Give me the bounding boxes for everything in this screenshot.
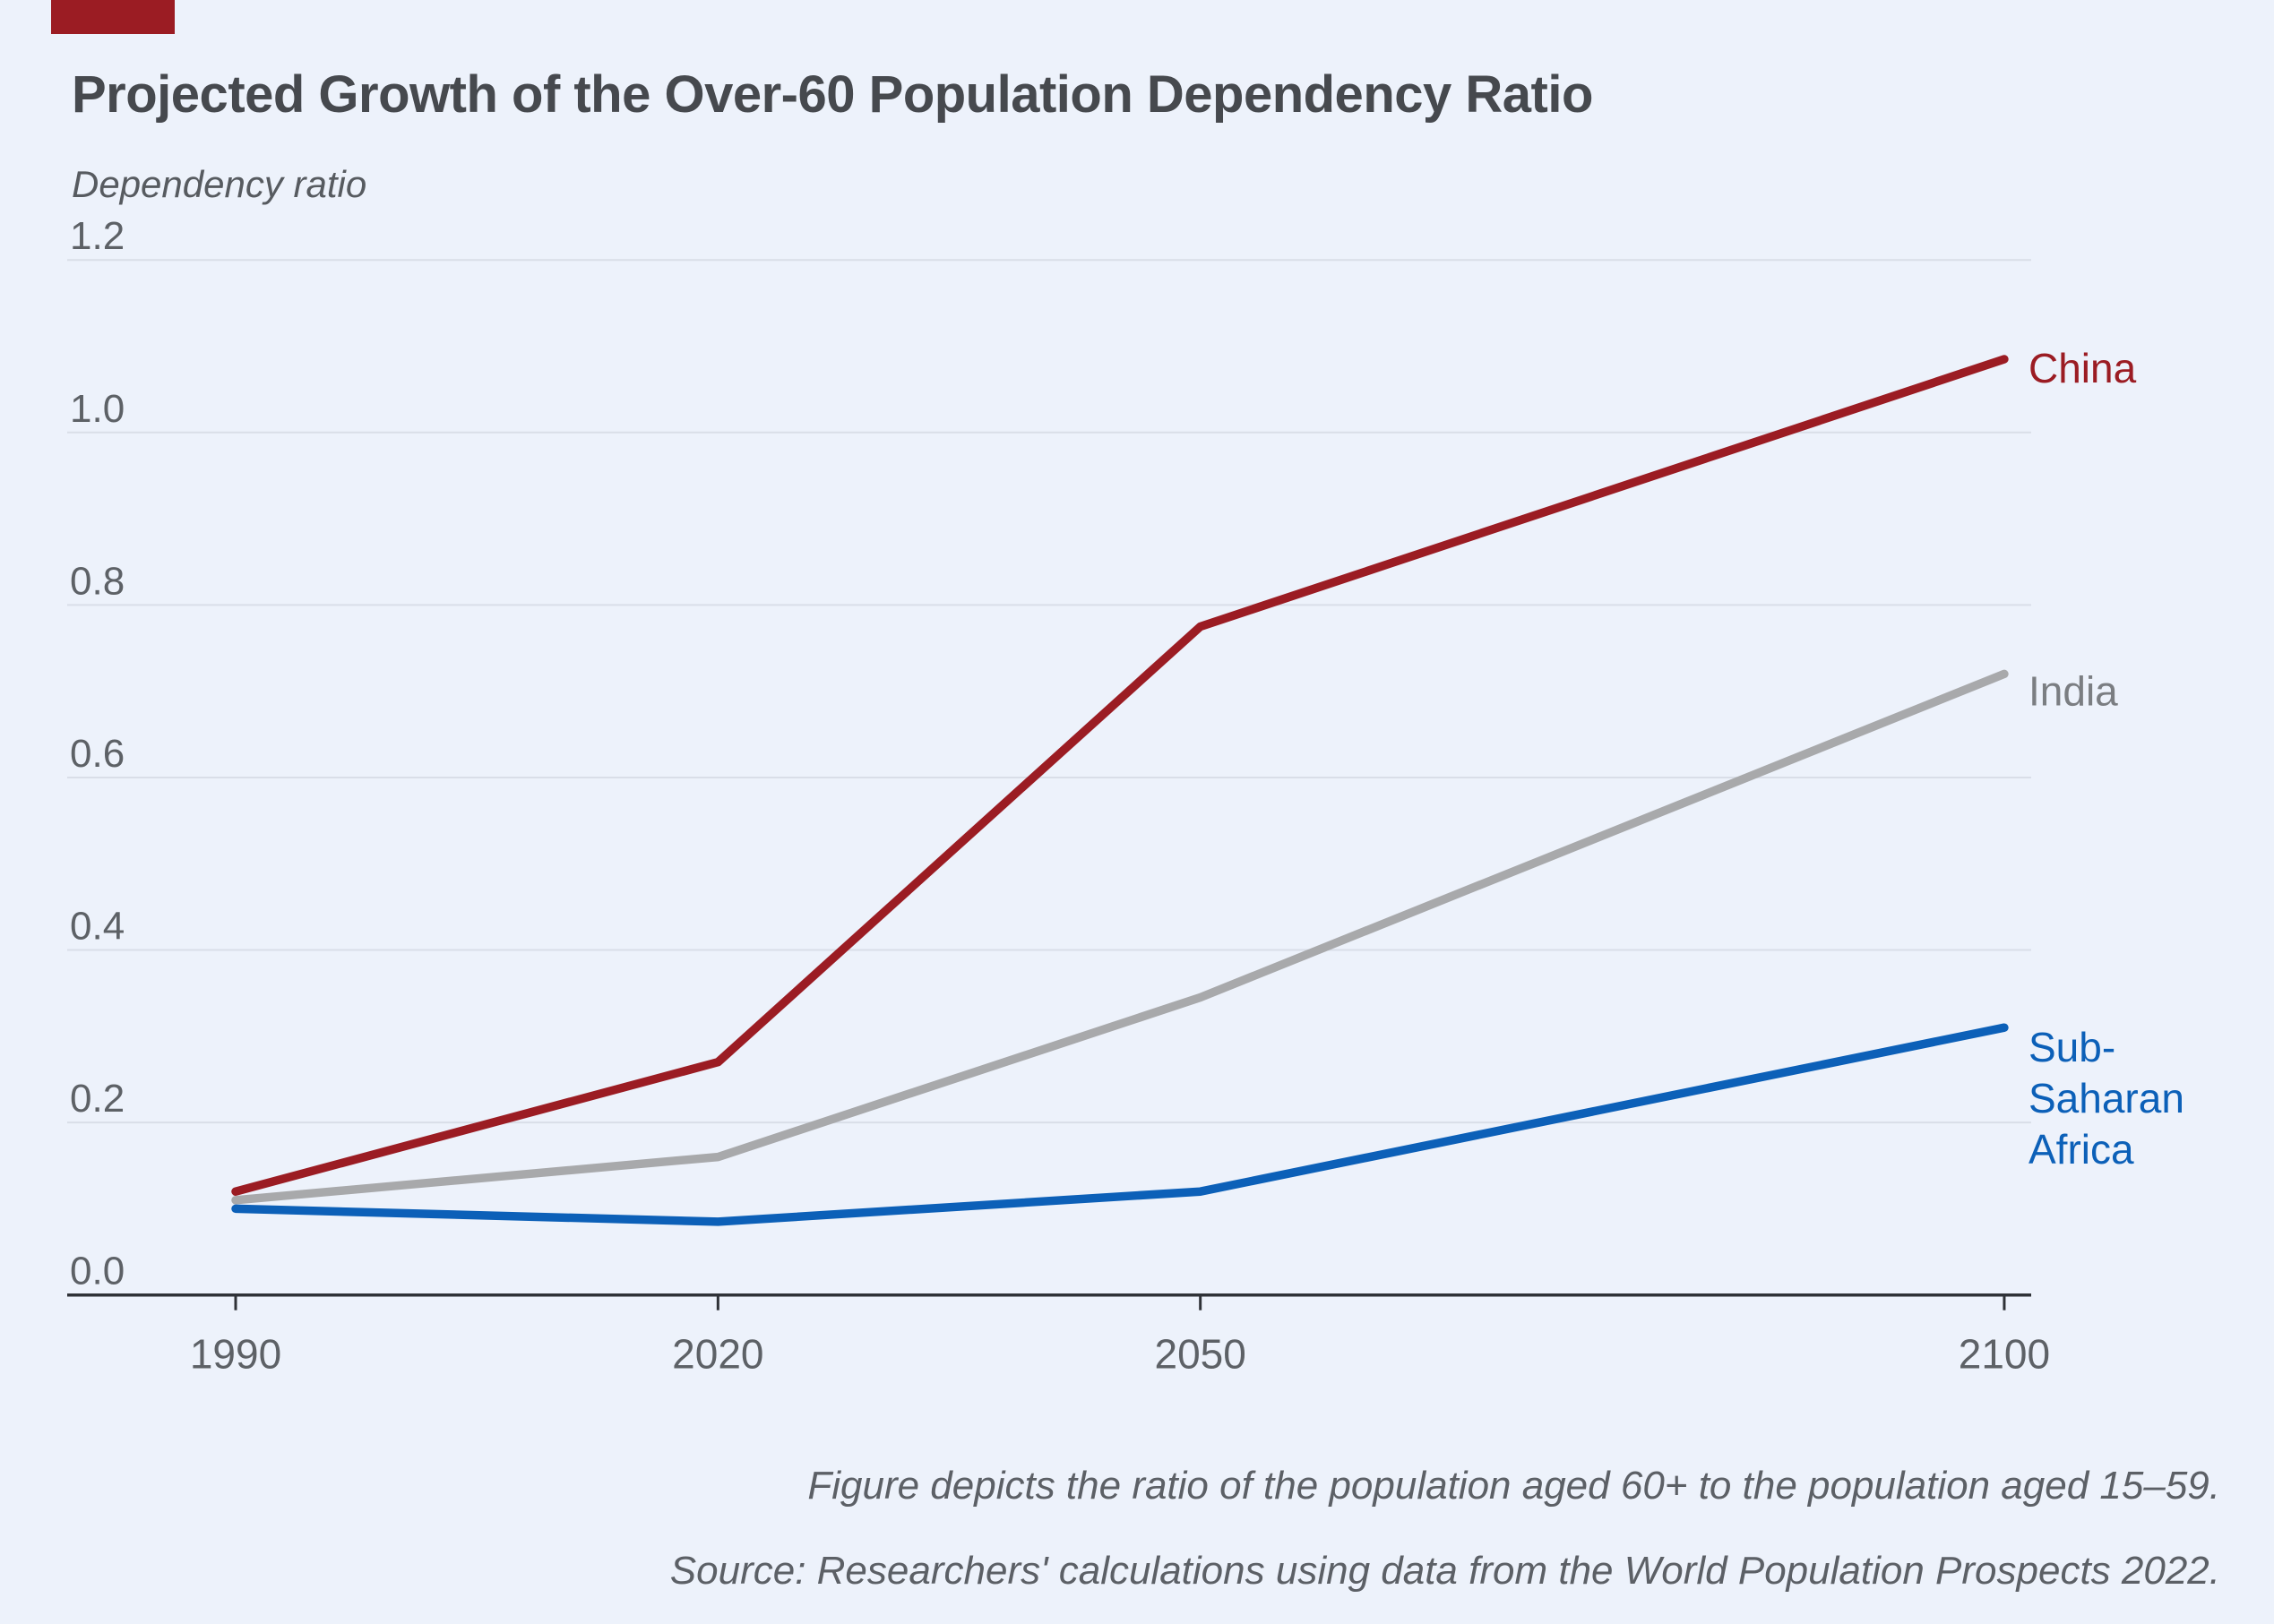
y-tick-label-0.6: 0.6: [70, 732, 125, 776]
x-tick-label-1990: 1990: [190, 1331, 281, 1378]
series-label-sub-saharan-africa-0: Sub-: [2029, 1024, 2115, 1070]
series-label-india-0: India: [2029, 667, 2118, 714]
accent-bar: [51, 0, 175, 34]
y-tick-label-0.2: 0.2: [70, 1077, 125, 1121]
footnote-line-2: Source: Researchers' calculations using …: [669, 1548, 2220, 1593]
y-tick-label-0.4: 0.4: [70, 905, 125, 949]
series-label-sub-saharan-africa-1: Saharan: [2029, 1075, 2184, 1121]
y-tick-label-1.2: 1.2: [70, 214, 125, 258]
footnotes: Figure depicts the ratio of the populati…: [339, 1444, 2220, 1613]
series-line-india: [231, 669, 2009, 1205]
y-tick-label-0.0: 0.0: [70, 1250, 125, 1293]
series-label-china-0: China: [2029, 345, 2137, 391]
x-tick-label-2050: 2050: [1155, 1331, 1246, 1378]
footnote-line-1: Figure depicts the ratio of the populati…: [807, 1464, 2220, 1508]
x-tick-label-2020: 2020: [672, 1331, 763, 1378]
series-line-china: [231, 355, 2009, 1196]
series-line-sub-saharan-africa: [231, 1023, 2009, 1226]
y-axis-title: Dependency ratio: [72, 163, 367, 205]
page-title: Projected Growth of the Over-60 Populati…: [72, 65, 1593, 124]
y-tick-label-1.0: 1.0: [70, 387, 125, 431]
x-tick-label-2100: 2100: [1959, 1331, 2050, 1378]
series-label-sub-saharan-africa-2: Africa: [2029, 1126, 2134, 1173]
y-tick-label-0.8: 0.8: [70, 559, 125, 603]
